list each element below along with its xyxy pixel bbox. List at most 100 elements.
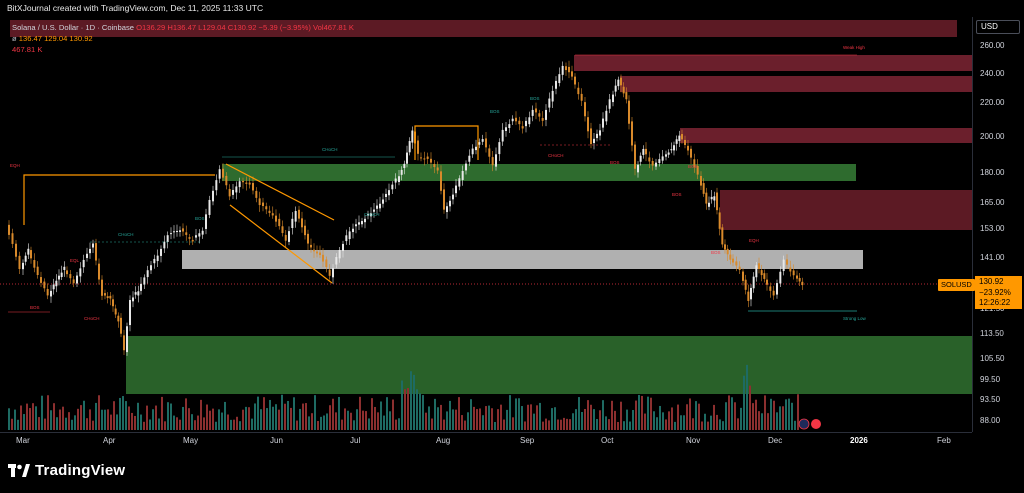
volume-bar: [596, 419, 598, 430]
candle-body: [82, 259, 85, 268]
volume-bar: [425, 412, 427, 430]
volume-bar: [50, 410, 52, 430]
volume-bar: [368, 418, 370, 430]
demand-zone: [126, 336, 972, 394]
candle-body: [535, 108, 537, 113]
volume-bar: [236, 416, 238, 430]
candle-body: [153, 258, 156, 264]
volume-bar: [275, 404, 277, 430]
volume-bar: [704, 413, 706, 430]
volume-bar: [413, 374, 415, 430]
candle-body: [705, 192, 708, 204]
candle-body: [304, 225, 306, 236]
price-tick: 113.50: [980, 329, 1004, 338]
candle-body: [763, 273, 766, 279]
candle-body: [631, 121, 633, 146]
structure-line: [23, 174, 215, 225]
candle-body: [104, 293, 106, 296]
month-label: Dec: [768, 436, 783, 445]
month-label: Aug: [436, 436, 451, 445]
volume-bar: [446, 411, 448, 430]
currency-selector[interactable]: USD: [976, 20, 1020, 34]
candle-body: [394, 178, 397, 183]
volume-bar: [188, 408, 190, 430]
volume-bar: [395, 419, 397, 430]
time-axis[interactable]: [0, 432, 972, 449]
month-label: Mar: [16, 436, 30, 445]
volume-bar: [11, 418, 13, 430]
candle-body: [278, 218, 281, 227]
symbol-title[interactable]: Solana / U.S. Dollar · 1D · Coinbase: [12, 23, 134, 32]
price-tick: 153.00: [980, 224, 1005, 233]
volume-bar: [761, 413, 763, 430]
volume-bar: [434, 398, 436, 430]
candle-body: [201, 230, 204, 235]
volume-bar: [101, 409, 103, 430]
candle-body: [364, 218, 366, 223]
price-axis[interactable]: [972, 17, 1024, 432]
volume-bar: [788, 398, 790, 430]
candle-body: [182, 228, 184, 232]
volume-bar: [653, 411, 655, 430]
candle-body: [452, 194, 454, 200]
candle-body: [693, 159, 696, 168]
chart-area[interactable]: Weak High Strong Low CHoCH CHoCH CHoCH CHoCH C…: [0, 17, 972, 432]
month-label: Nov: [686, 436, 701, 445]
candle-body: [708, 202, 710, 207]
candle-body: [478, 142, 481, 145]
price-tick: 180.00: [980, 168, 1005, 177]
candle-body: [602, 118, 604, 128]
price-chart[interactable]: Weak High Strong Low CHoCH CHoCH CHoCH CHoCH C…: [0, 17, 972, 432]
candle-body: [658, 159, 661, 164]
volume-bar: [269, 399, 271, 430]
volume-bar: [137, 402, 139, 430]
volume-bar: [641, 395, 643, 430]
volume-bar: [140, 414, 142, 430]
candle-body: [101, 279, 103, 296]
month-label: Jun: [270, 436, 283, 445]
volume-bar: [374, 406, 376, 430]
volume-bar: [485, 406, 487, 430]
volume-bar: [731, 397, 733, 430]
volume-bar: [614, 410, 616, 430]
candle-body: [574, 76, 576, 85]
candle-body: [208, 199, 211, 215]
candle-body: [215, 180, 218, 191]
volume-bar: [320, 416, 322, 430]
month-label: 2026: [850, 436, 868, 445]
candle-body: [18, 255, 21, 270]
candle-body: [338, 250, 341, 259]
choch-label: CHoCH: [118, 232, 134, 237]
candle-body: [678, 135, 681, 142]
volume-bar: [221, 412, 223, 430]
choch-label: CHoCH: [84, 316, 100, 321]
volume-bar: [332, 398, 334, 430]
candle-body: [750, 287, 752, 300]
candle-body: [655, 162, 657, 167]
volume-bar: [620, 401, 622, 430]
candle-body: [191, 239, 194, 242]
candle-body: [60, 272, 63, 278]
volume-bar: [167, 402, 169, 430]
volume-bar: [35, 406, 37, 430]
candle-body: [11, 233, 14, 244]
candle-body: [388, 190, 390, 196]
volume-bar: [488, 405, 490, 430]
volume-bar: [128, 406, 130, 430]
volume-bar: [428, 406, 430, 430]
volume-bar: [32, 403, 34, 430]
candle-body: [521, 126, 524, 129]
tradingview-logo[interactable]: TradingView: [8, 462, 125, 479]
volume-bar: [470, 399, 472, 430]
candle-body: [52, 284, 55, 290]
candle-body: [355, 224, 357, 227]
candle-body: [325, 259, 328, 268]
month-label: May: [183, 436, 199, 445]
candle-body: [242, 180, 244, 183]
volume-bar: [752, 403, 754, 430]
price-tick: 141.00: [980, 253, 1005, 262]
volume-bar: [182, 406, 184, 430]
volume-bar: [125, 401, 127, 430]
candle-body: [417, 140, 419, 154]
candle-body: [742, 271, 744, 281]
